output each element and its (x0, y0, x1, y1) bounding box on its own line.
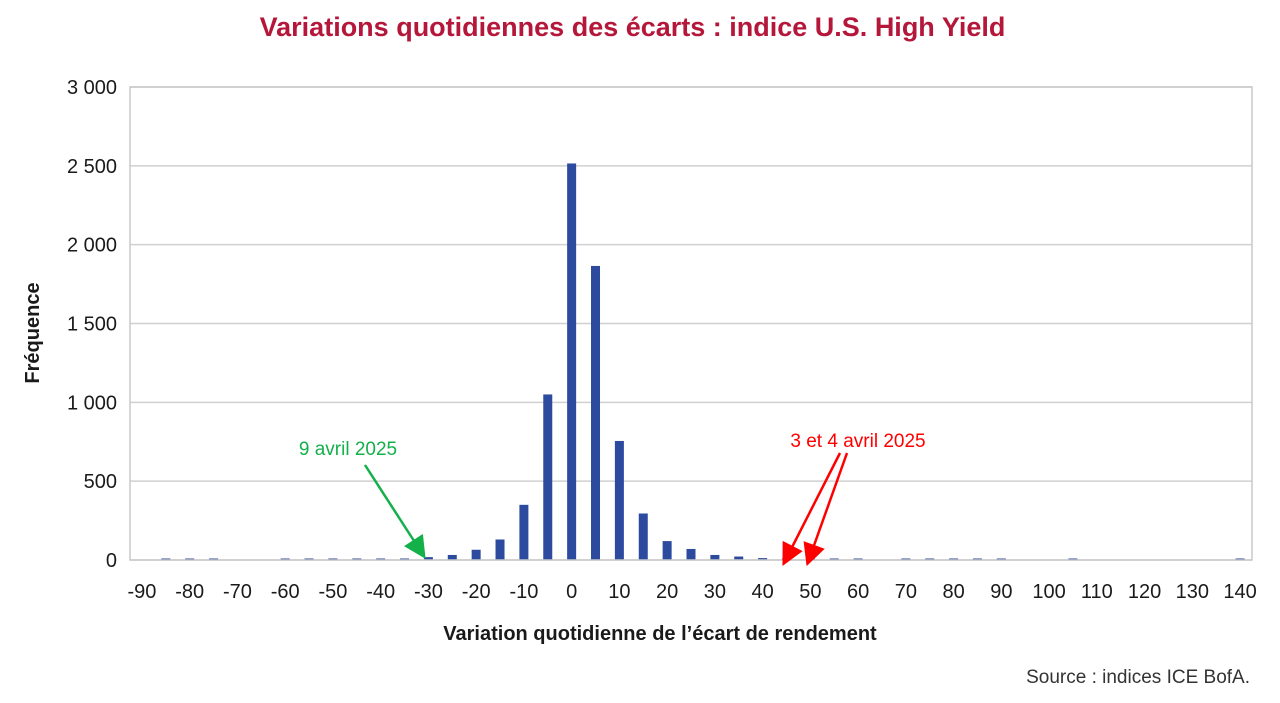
y-tick-label: 500 (84, 471, 117, 493)
x-tick-label: -30 (414, 581, 443, 603)
x-tick-label: -50 (318, 581, 347, 603)
x-tick-label: 100 (1032, 581, 1065, 603)
x-tick-label: 10 (608, 581, 630, 603)
y-tick-label: 1 000 (67, 392, 117, 414)
chart-title: Variations quotidiennes des écarts : ind… (259, 12, 1006, 42)
bar (567, 163, 577, 561)
bars (161, 163, 1245, 561)
bar (686, 548, 696, 560)
x-tick-label: 40 (751, 581, 773, 603)
x-tick-label: -90 (127, 581, 156, 603)
bar (447, 554, 457, 560)
x-tick-label: -80 (175, 581, 204, 603)
source-note: Source : indices ICE BofA. (1026, 667, 1250, 688)
y-tick-label: 2 000 (67, 235, 117, 257)
annotation-arrow (803, 452, 849, 567)
y-tick-label: 2 500 (67, 156, 117, 178)
x-tick-label: 0 (566, 581, 577, 603)
annotation-label-april-3-4: 3 et 4 avril 2025 (790, 431, 925, 452)
bar (710, 554, 720, 560)
annotation-label-april-9: 9 avril 2025 (299, 439, 397, 460)
gridlines (130, 86, 1252, 561)
x-tick-label: 140 (1223, 581, 1256, 603)
annotation-arrow (363, 464, 426, 559)
x-tick-label: 20 (656, 581, 678, 603)
x-tick-label: 30 (704, 581, 726, 603)
x-tick-label: -60 (271, 581, 300, 603)
bar (519, 504, 529, 560)
annotation-arrow (782, 452, 842, 567)
y-tick-label: 0 (106, 550, 117, 572)
bar (734, 556, 744, 560)
x-tick-label: 80 (942, 581, 964, 603)
x-tick-label: 70 (895, 581, 917, 603)
plot-area-frame (129, 86, 1253, 561)
bar (471, 549, 481, 560)
bar (591, 265, 601, 560)
x-tick-label: -40 (366, 581, 395, 603)
bar (614, 440, 624, 560)
x-tick-label: 60 (847, 581, 869, 603)
bar (495, 539, 505, 560)
y-axis-ticks: 0 500 1 000 1 500 2 000 2 500 3 000 (67, 77, 117, 572)
bar (638, 513, 648, 560)
x-tick-label: 90 (990, 581, 1012, 603)
y-axis-label: Fréquence (22, 282, 44, 383)
x-tick-label: -70 (223, 581, 252, 603)
bar (758, 558, 768, 560)
x-axis-label: Variation quotidienne de l’écart de rend… (443, 623, 877, 645)
bar (543, 394, 553, 560)
x-tick-label: 110 (1081, 581, 1113, 603)
bar (423, 557, 433, 560)
y-tick-label: 1 500 (67, 314, 117, 336)
y-tick-label: 3 000 (67, 77, 117, 99)
x-tick-label: 50 (799, 581, 821, 603)
x-tick-label: -10 (509, 581, 538, 603)
annotations: 9 avril 2025 3 et 4 avril 2025 (299, 431, 926, 567)
x-tick-label: -20 (462, 581, 491, 603)
bar (662, 541, 672, 560)
x-axis-ticks: -90 -80 -70 -60 -50 -40 -30 -20 -10 0 10 20 30 40 50 60… (127, 581, 1256, 603)
x-tick-label: 120 (1128, 581, 1161, 603)
x-tick-label: 130 (1176, 581, 1209, 603)
